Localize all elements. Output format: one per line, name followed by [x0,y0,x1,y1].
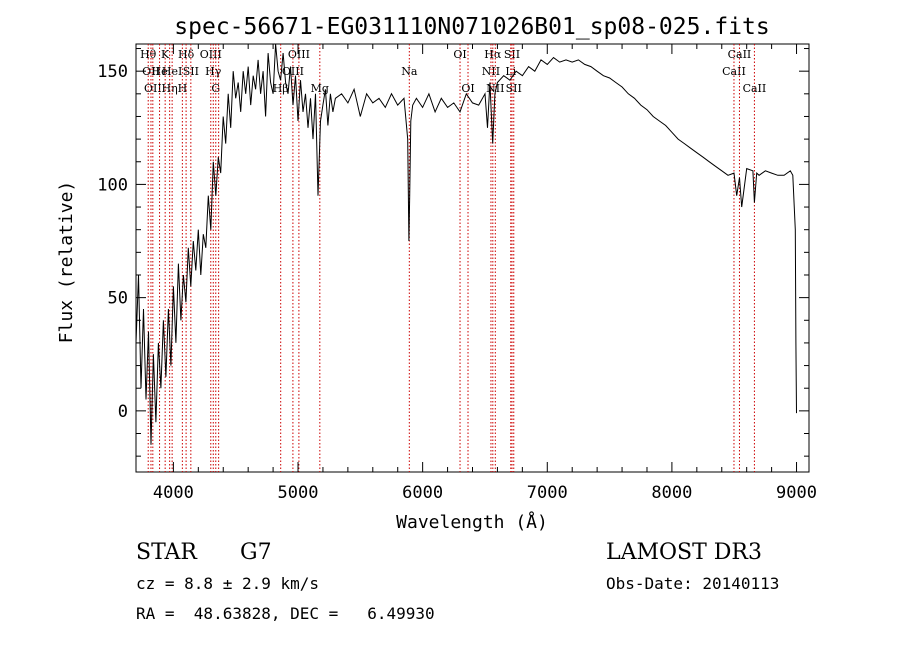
y-axis-label: Flux (relative) [56,181,77,344]
line-marker-label: CaII [743,82,767,95]
line-marker-label: OII [144,82,162,95]
line-marker-label: Li [505,65,516,78]
y-tick-label: 0 [118,402,128,422]
coordinates: RA = 48.63828, DEC = 6.49930 [136,604,435,623]
survey-name: LAMOST DR3 [606,540,762,565]
x-tick-label: 5000 [278,483,319,503]
y-tick-label: 50 [108,289,128,309]
plot-frame [135,43,810,473]
x-axis-label: Wavelength (Å) [396,511,548,533]
axis-ticks: 4000 5000 6000 7000 8000 9000 0 50 100 150 [97,44,817,503]
line-marker-label: OIII [200,48,222,61]
line-marker-label: SII [504,48,520,61]
line-marker-label: He [152,65,168,78]
line-marker-label: OIII [282,65,304,78]
line-marker-label: OI [461,82,474,95]
y-tick-label: 150 [97,62,128,82]
line-marker-label: NII [482,65,500,78]
line-marker-label: Na [401,65,418,78]
line-marker-label: Hβ [273,82,289,95]
line-marker-label: OIII [288,48,310,61]
redshift-text: cz = 8.8 ± 2.9 km/s [136,574,320,593]
line-marker-label: CaII [728,48,752,61]
line-marker-label: SII [183,65,199,78]
line-marker-label: OII [142,65,160,78]
line-marker-label: Hη [162,82,178,95]
line-marker-label: CaII [722,65,746,78]
flux-series-line [135,43,797,445]
y-tick-label: 100 [97,175,128,195]
chart-title: spec-56671-EG031110N071026B01_sp08-025.f… [174,14,769,40]
x-tick-label: 8000 [651,483,692,503]
line-marker-label: K [161,48,170,61]
obs-date: Obs-Date: 20140113 [606,574,780,593]
object-class: STAR [136,540,197,565]
line-marker-label: Hα [484,48,502,61]
line-marker-label: H [178,82,188,95]
line-marker-label: Hδ [178,48,195,61]
x-tick-label: 9000 [776,483,817,503]
object-subclass: G7 [240,540,272,565]
line-marker-label: Hθ [140,48,157,61]
line-marker-label: HeI [162,65,182,78]
line-marker-label: SII [506,82,522,95]
line-marker-label: OI [453,48,466,61]
x-tick-label: 4000 [153,483,194,503]
line-marker-label: Mg [311,82,329,95]
line-marker-label: G [211,82,220,95]
x-tick-label: 7000 [527,483,568,503]
x-tick-label: 6000 [402,483,443,503]
line-marker-label: Hγ [205,65,222,78]
